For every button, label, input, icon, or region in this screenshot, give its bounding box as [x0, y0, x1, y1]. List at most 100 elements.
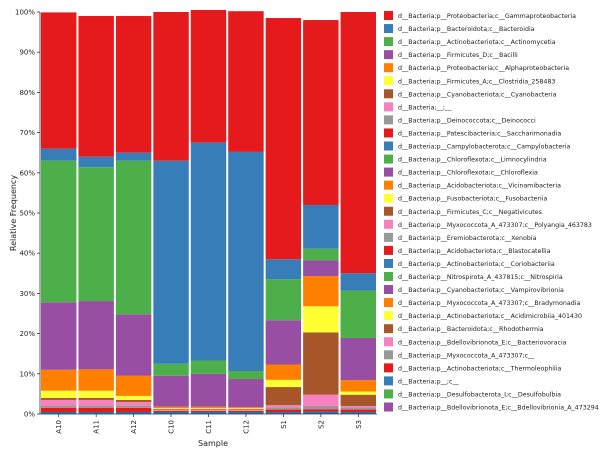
legend-label: d__Bacteria;p__Firmicutes_A;c__Clostridi… [398, 78, 555, 85]
legend-swatch [384, 76, 393, 85]
bar-segment-A11-6 [78, 369, 113, 390]
bars-layer [41, 10, 376, 414]
legend-item: d__Bacteria;p__Bacteroidota;c__Rhodother… [384, 324, 544, 333]
legend-label: d__Bacteria;p__Myxococcota_A_473307;c__P… [398, 222, 592, 229]
legend-swatch [384, 168, 393, 177]
bar-segment-S3-8 [341, 291, 376, 338]
legend-item: d__Bacteria;__;__ [384, 102, 452, 111]
legend-item: d__Bacteria;p__Proteobacteria;c__Gammapr… [384, 11, 576, 20]
legend-item: d__Bacteria;p__Acidobacteriota;c__Vicina… [384, 181, 561, 190]
y-tick-label: 30% [19, 290, 35, 298]
bar-segment-A11-9 [78, 157, 113, 167]
bar-segment-S1-5 [266, 380, 301, 387]
bar-segment-S2-10 [303, 20, 338, 205]
bar-segment-C12-9 [228, 152, 263, 371]
legend-item: d__Bacteria;p__Firmicutes_C;c__Negativic… [384, 207, 542, 216]
legend-item: d__Bacteria;p__Actinobacteriota;c__Corio… [384, 259, 555, 268]
bar-segment-C10-10 [153, 12, 188, 161]
legend-label: d__Bacteria;p__Deinococcota;c__Deinococc… [398, 117, 536, 124]
legend-label: d__Bacteria;p__Proteobacteria;c__Gammapr… [398, 13, 576, 20]
bar-segment-A12-10 [116, 16, 151, 153]
bar-segment-C11-3 [191, 410, 226, 411]
bar-segment-S2-3 [303, 395, 338, 406]
legend-item: d__Bacteria;p__Myxococcota_A_473307;c__ [384, 350, 535, 359]
legend-label: d__Bacteria;p__Actinobacteriota;c__Corio… [398, 261, 555, 268]
bar-segment-A12-6 [116, 376, 151, 396]
bar-segment-S1-3 [266, 405, 301, 407]
x-axis-title: Sample [198, 439, 228, 448]
legend-item: d__Bacteria;p__Myxococcota_A_473307;c__P… [384, 220, 592, 229]
legend-label: d__Bacteria;__;__ [398, 104, 452, 111]
legend-item: d__Bacteria;p__Patescibacteria;c__Saccha… [384, 128, 561, 137]
bar-segment-A11-1 [78, 408, 113, 412]
legend-item: d__Bacteria;p__Acidobacteriota;c__Blasto… [384, 246, 551, 255]
bar-segment-A11-8 [78, 167, 113, 301]
legend-label: d__Bacteria;p__Bacteroidota;c__Bacteroid… [398, 26, 535, 33]
bar-segment-S3-3 [341, 406, 376, 408]
bar-segment-A10-7 [41, 302, 76, 370]
bar-segment-A11-4 [78, 398, 113, 400]
legend-label: d__Bacteria;p__Firmicutes_D;c__Bacilli [398, 52, 518, 59]
y-tick-label: 60% [19, 169, 35, 177]
legend-label: d__Bacteria;p__Acidobacteriota;c__Blasto… [398, 248, 551, 255]
bar-segment-A10-10 [41, 12, 76, 148]
x-tick-label: C10 [168, 420, 176, 434]
legend-label: d__Bacteria;p__Actinobacteriota;c__Actin… [398, 39, 556, 46]
bar-segment-C10-7 [153, 376, 188, 407]
legend-swatch [384, 403, 393, 412]
bar-segment-C12-5 [228, 408, 263, 409]
legend-swatch [384, 50, 393, 59]
bar-segment-A10-4 [41, 398, 76, 400]
bar-segment-S3-6 [341, 380, 376, 391]
legend-label: d__Bacteria;p__Actinobacteriota;c__Acidi… [398, 313, 582, 320]
legend-swatch [384, 194, 393, 203]
legend-item: d__Bacteria;p__Firmicutes_A;c__Clostridi… [384, 76, 555, 85]
legend-label: d__Bacteria;p__Myxococcota_A_473307;c__ [398, 352, 535, 359]
legend-label: d__Bacteria;p__Chloroflexota;c__Chlorofl… [398, 170, 538, 177]
bar-segment-S1-2 [266, 407, 301, 409]
legend-label: d__Bacteria;p__Bdellovibrionota_E;c__Bde… [398, 405, 599, 412]
legend-label: d__Bacteria;p__;c__ [398, 378, 460, 385]
bar-segment-S3-4 [341, 395, 376, 406]
legend-swatch [384, 220, 393, 229]
bar-segment-A12-4 [116, 400, 151, 402]
legend-item: d__Bacteria;p__Deinococcota;c__Deinococc… [384, 115, 536, 124]
bar-segment-S2-7 [303, 260, 338, 276]
legend-label: d__Bacteria;p__Myxococcota_A_473307;c__B… [398, 300, 580, 307]
legend-label: d__Bacteria;p__Firmicutes_C;c__Negativic… [398, 209, 542, 216]
bar-segment-A12-9 [116, 153, 151, 161]
legend-swatch [384, 115, 393, 124]
legend-swatch [384, 246, 393, 255]
legend-swatch [384, 324, 393, 333]
y-tick-label: 20% [19, 330, 35, 338]
legend-item: d__Bacteria;p__Bdellovibrionota_E;c__Bde… [384, 403, 599, 412]
y-tick-label: 0% [24, 411, 35, 419]
legend-label: d__Bacteria;p__Patescibacteria;c__Saccha… [398, 130, 561, 137]
bar-segment-S1-6 [266, 365, 301, 380]
bar-segment-S2-9 [303, 205, 338, 249]
bar-segment-C12-1 [228, 411, 263, 412]
legend-item: d__Bacteria;p__Campylobacterota;c__Campy… [384, 142, 570, 151]
bar-segment-A12-5 [116, 396, 151, 400]
legend-swatch [384, 298, 393, 307]
bar-segment-S1-7 [266, 320, 301, 364]
legend-label: d__Bacteria;p__Eremiobacterota;c__Xenobi… [398, 235, 537, 242]
x-tick-label: S1 [280, 420, 288, 429]
bar-segment-C11-9 [191, 143, 226, 361]
legend-item: d__Bacteria;p__Proteobacteria;c__Alphapr… [384, 63, 569, 72]
legend-swatch [384, 311, 393, 320]
legend-swatch [384, 155, 393, 164]
legend-label: d__Bacteria;p__Proteobacteria;c__Alphapr… [398, 65, 569, 72]
x-tick-label: A11 [93, 420, 101, 434]
bar-segment-C10-5 [153, 408, 188, 409]
legend-swatch [384, 363, 393, 372]
legend-label: d__Bacteria;p__Fusobacteriota;c__Fusobac… [398, 196, 548, 203]
legend-item: d__Bacteria;p__Desulfobacterota_I;c__Des… [384, 389, 561, 398]
legend-item: d__Bacteria;p__Cyanobacteriota;c__Vampir… [384, 285, 564, 294]
bar-segment-A12-2 [116, 406, 151, 408]
legend-item: d__Bacteria;p__Fusobacteriota;c__Fusobac… [384, 194, 548, 203]
bar-segment-A12-1 [116, 408, 151, 412]
legend-swatch [384, 181, 393, 190]
legend-swatch [384, 102, 393, 111]
